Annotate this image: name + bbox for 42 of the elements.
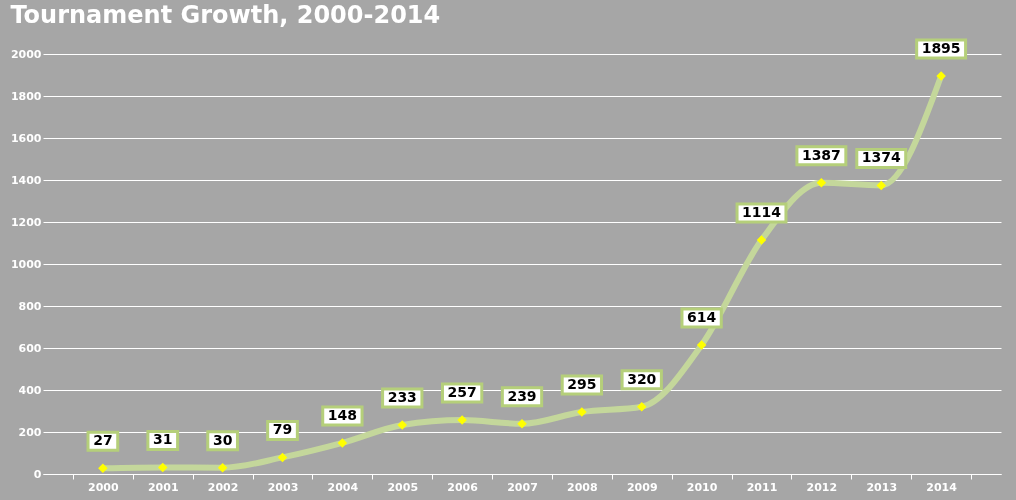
data-label: 27 — [93, 432, 113, 449]
data-label: 320 — [627, 370, 657, 387]
x-tick-label: 2001 — [147, 480, 179, 494]
x-tick-label: 2006 — [447, 480, 479, 494]
x-tick-label: 2005 — [387, 480, 419, 494]
x-tick-label: 2012 — [806, 480, 838, 494]
data-label: 239 — [507, 387, 537, 404]
data-label: 257 — [447, 384, 477, 401]
x-tick-label: 2004 — [327, 480, 359, 494]
y-tick-label: 0 — [33, 467, 42, 481]
x-tick-label: 2000 — [88, 480, 120, 494]
data-label: 1387 — [801, 146, 841, 163]
x-tick-label: 2010 — [686, 480, 718, 494]
data-label: 1374 — [861, 149, 901, 166]
data-label: 1114 — [742, 204, 782, 221]
x-tick-label: 2014 — [926, 480, 958, 494]
y-tick-label: 2000 — [10, 47, 42, 61]
data-label: 1895 — [921, 40, 961, 57]
data-label: 233 — [387, 389, 417, 406]
x-tick-label: 2011 — [746, 480, 778, 494]
y-tick-label: 200 — [18, 425, 42, 439]
y-tick-label: 1600 — [10, 131, 42, 145]
data-label: 295 — [567, 376, 597, 393]
x-tick-label: 2013 — [866, 480, 898, 494]
x-tick-label: 2009 — [626, 480, 658, 494]
data-label: 31 — [153, 431, 173, 448]
y-tick-label: 1000 — [10, 257, 42, 271]
data-label: 30 — [212, 431, 233, 448]
x-tick-label: 2003 — [267, 480, 299, 494]
data-label: 148 — [327, 406, 357, 423]
data-label: 614 — [687, 309, 717, 326]
y-tick-label: 1200 — [10, 215, 42, 229]
x-tick-label: 2008 — [567, 480, 598, 494]
chart-title: Tournament Growth, 2000-2014 — [10, 1, 441, 30]
x-tick-label: 2002 — [207, 480, 239, 494]
data-label: 79 — [272, 421, 293, 438]
y-tick-label: 1400 — [10, 173, 42, 187]
y-tick-label: 1800 — [10, 89, 42, 103]
y-tick-label: 400 — [18, 383, 42, 397]
x-tick-label: 2007 — [507, 480, 538, 494]
y-tick-label: 800 — [18, 299, 42, 313]
y-tick-label: 600 — [18, 341, 42, 355]
